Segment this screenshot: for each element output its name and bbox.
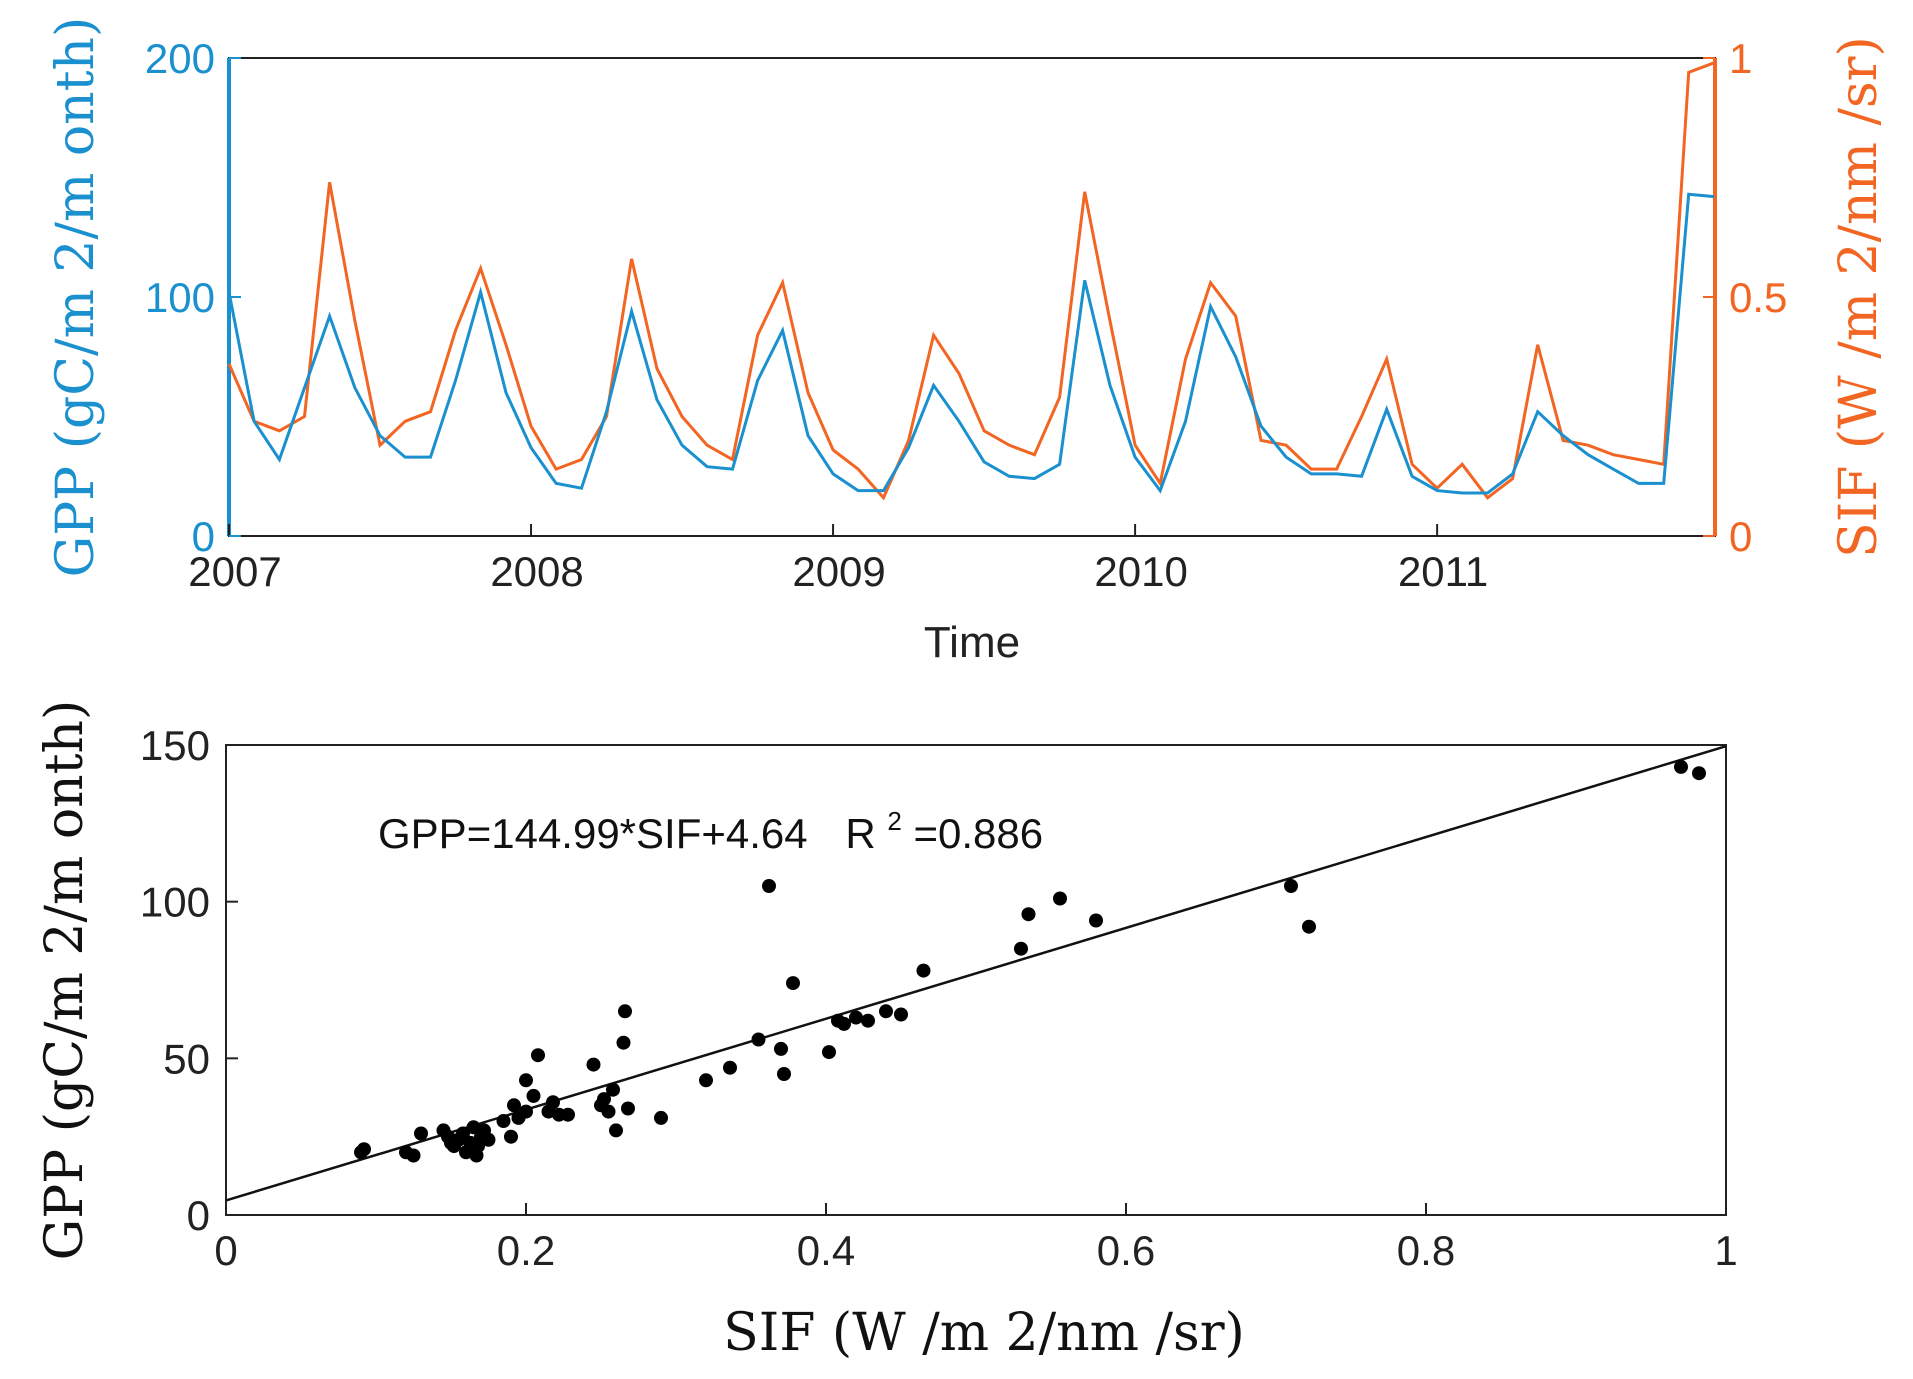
timeseries-right-y-tick-label: 1 bbox=[1729, 35, 1752, 82]
scatter-point bbox=[822, 1045, 836, 1060]
scatter-point bbox=[616, 1035, 631, 1050]
timeseries-right-y-axis-label: SIF (W /m 2/nm /sr) bbox=[1829, 36, 1889, 558]
scatter-point bbox=[1284, 879, 1298, 893]
scatter-point bbox=[504, 1129, 518, 1144]
scatter-point bbox=[456, 1126, 470, 1141]
scatter-point bbox=[751, 1032, 766, 1047]
scatter-x-tick-label: 1 bbox=[1714, 1227, 1737, 1274]
timeseries-right-y-tick-label: 0.5 bbox=[1729, 274, 1787, 321]
scatter-point bbox=[861, 1013, 875, 1028]
r2-prefix: R bbox=[845, 810, 875, 857]
scatter-point bbox=[601, 1104, 616, 1119]
scatter-point bbox=[774, 1041, 788, 1056]
scatter-y-tick-label: 100 bbox=[140, 879, 210, 926]
scatter-point bbox=[609, 1123, 623, 1138]
scatter-point bbox=[519, 1073, 533, 1088]
scatter-point bbox=[531, 1048, 545, 1063]
r2-value: =0.886 bbox=[913, 810, 1043, 857]
scatter-point bbox=[1692, 766, 1706, 781]
timeseries-right-y-ticks: 00.51 bbox=[1703, 35, 1787, 560]
scatter-y-tick-label: 50 bbox=[163, 1035, 210, 1082]
scatter-point bbox=[519, 1104, 533, 1119]
timeseries-left-y-tick-label: 200 bbox=[145, 35, 215, 82]
scatter-point bbox=[357, 1142, 371, 1157]
scatter-point bbox=[618, 1004, 632, 1019]
scatter-y-tick-label: 150 bbox=[140, 722, 210, 769]
regression-annotation: GPP=144.99*SIF+4.64 R 2 =0.886 bbox=[378, 792, 1043, 857]
scatter-point bbox=[546, 1095, 560, 1110]
scatter-point bbox=[786, 976, 800, 991]
scatter-point bbox=[849, 1010, 863, 1025]
timeseries-left-y-tick-label: 0 bbox=[192, 513, 215, 560]
scatter-x-tick-label: 0.8 bbox=[1397, 1227, 1455, 1274]
timeseries-x-tick-label: 2007 bbox=[188, 548, 281, 595]
scatter-x-axis-label: SIF (W /m 2/nm /sr) bbox=[723, 1303, 1245, 1363]
scatter-point bbox=[526, 1088, 541, 1103]
scatter-x-tick-label: 0.2 bbox=[497, 1227, 555, 1274]
scatter-point bbox=[894, 1007, 908, 1022]
scatter-point bbox=[1021, 907, 1036, 922]
timeseries-x-axis-label: Time bbox=[924, 618, 1020, 667]
regression-equation: GPP=144.99*SIF+4.64 bbox=[378, 810, 808, 857]
timeseries-right-y-tick-label: 0 bbox=[1729, 513, 1752, 560]
scatter-x-tick-label: 0.4 bbox=[797, 1227, 855, 1274]
timeseries-x-tick-label: 2010 bbox=[1094, 548, 1187, 595]
scatter-point bbox=[481, 1132, 496, 1147]
scatter-point bbox=[597, 1092, 611, 1107]
scatter-y-ticks: 0 50 100 150 bbox=[140, 722, 238, 1239]
scatter-point bbox=[496, 1114, 511, 1128]
timeseries-x-ticks: 2007 2008 2009 2010 2011 bbox=[188, 524, 1488, 595]
timeseries-x-tick-label: 2011 bbox=[1398, 548, 1488, 595]
scatter-plot-frame bbox=[225, 744, 1727, 1216]
timeseries-left-y-tick-label: 100 bbox=[145, 274, 215, 321]
scatter-point bbox=[1674, 759, 1688, 774]
scatter-x-ticks: 0 0.2 0.4 0.6 0.8 1 bbox=[214, 1203, 1738, 1274]
timeseries-x-tick-label: 2009 bbox=[792, 548, 885, 595]
scatter-point bbox=[777, 1067, 791, 1081]
gpp-series-line bbox=[227, 192, 1715, 495]
r2-superscript: 2 bbox=[887, 806, 901, 836]
scatter-chart: 0 0.2 0.4 0.6 0.8 1 0 50 100 150 GPP=144.99*SIF+… bbox=[35, 700, 1738, 1363]
scatter-point bbox=[466, 1120, 481, 1135]
scatter-x-tick-label: 0 bbox=[214, 1227, 237, 1274]
timeseries-left-y-axis-label: GPP (gC/m 2/m onth) bbox=[46, 17, 106, 578]
scatter-point bbox=[879, 1004, 893, 1019]
scatter-point bbox=[561, 1107, 575, 1122]
scatter-point bbox=[621, 1101, 635, 1116]
scatter-point bbox=[916, 963, 931, 978]
scatter-point bbox=[1053, 891, 1067, 906]
scatter-point bbox=[1014, 941, 1028, 956]
scatter-point bbox=[586, 1057, 601, 1072]
scatter-point bbox=[606, 1082, 620, 1097]
scatter-point bbox=[723, 1060, 737, 1075]
scatter-points bbox=[354, 759, 1706, 1163]
scatter-y-axis-label: GPP (gC/m 2/m onth) bbox=[35, 700, 95, 1261]
scatter-point bbox=[1302, 919, 1316, 934]
sif-series-line bbox=[227, 61, 1715, 501]
scatter-point bbox=[1089, 913, 1103, 928]
scatter-x-tick-label: 0.6 bbox=[1097, 1227, 1155, 1274]
scatter-point bbox=[699, 1073, 713, 1088]
scatter-point bbox=[507, 1098, 521, 1113]
scatter-point bbox=[654, 1110, 668, 1125]
scatter-point bbox=[414, 1126, 428, 1141]
scatter-point bbox=[406, 1148, 421, 1163]
scatter-point bbox=[762, 879, 776, 893]
timeseries-plot-frame bbox=[228, 57, 1716, 537]
scatter-point bbox=[837, 1016, 851, 1031]
timeseries-x-tick-label: 2008 bbox=[490, 548, 583, 595]
timeseries-left-y-ticks: 0 100 200 bbox=[145, 35, 241, 560]
scatter-y-tick-label: 0 bbox=[187, 1192, 210, 1239]
